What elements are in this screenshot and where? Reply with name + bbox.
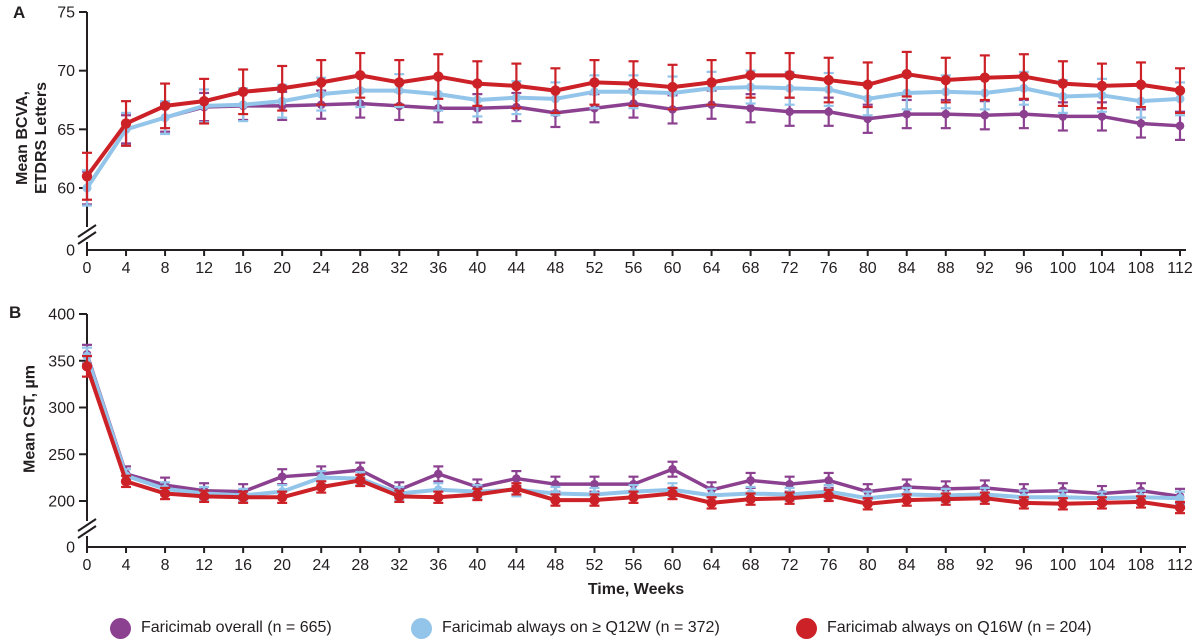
svg-text:60: 60 <box>664 557 682 574</box>
svg-text:72: 72 <box>781 260 799 277</box>
svg-text:56: 56 <box>625 557 643 574</box>
svg-text:20: 20 <box>273 260 291 277</box>
svg-text:76: 76 <box>820 260 838 277</box>
svg-text:56: 56 <box>625 260 643 277</box>
panel-b-y-axis-title-line1: Mean CST, µm <box>21 365 39 473</box>
svg-text:104: 104 <box>1089 557 1116 574</box>
svg-text:96: 96 <box>1015 260 1033 277</box>
svg-text:75: 75 <box>57 5 75 22</box>
svg-text:20: 20 <box>273 557 291 574</box>
svg-text:80: 80 <box>859 260 877 277</box>
svg-text:84: 84 <box>898 260 916 277</box>
svg-text:24: 24 <box>312 260 330 277</box>
svg-text:44: 44 <box>507 557 525 574</box>
svg-text:40: 40 <box>468 557 486 574</box>
svg-text:350: 350 <box>48 353 75 370</box>
svg-text:8: 8 <box>161 260 170 277</box>
svg-text:64: 64 <box>703 557 721 574</box>
svg-text:44: 44 <box>507 260 525 277</box>
svg-text:40: 40 <box>468 260 486 277</box>
panel-a-y-axis-title-line1: Mean BCVA, <box>14 91 31 185</box>
svg-text:100: 100 <box>1050 557 1077 574</box>
svg-text:52: 52 <box>586 557 604 574</box>
svg-text:16: 16 <box>234 260 252 277</box>
svg-text:104: 104 <box>1089 260 1116 277</box>
svg-text:400: 400 <box>48 307 75 324</box>
svg-text:112: 112 <box>1167 260 1193 277</box>
svg-text:112: 112 <box>1167 557 1193 574</box>
svg-text:52: 52 <box>586 260 604 277</box>
svg-text:68: 68 <box>742 557 760 574</box>
svg-text:200: 200 <box>48 494 75 511</box>
panel-a-label: A <box>13 3 26 22</box>
panel-b-label: B <box>9 303 22 322</box>
panel-a-y-axis-title-line2: ETDRS Letters <box>33 81 50 195</box>
svg-text:12: 12 <box>195 557 213 574</box>
svg-text:0: 0 <box>83 260 92 277</box>
svg-text:0: 0 <box>66 243 75 260</box>
svg-text:60: 60 <box>664 260 682 277</box>
svg-text:92: 92 <box>976 260 994 277</box>
svg-text:96: 96 <box>1015 557 1033 574</box>
svg-text:88: 88 <box>937 557 955 574</box>
svg-text:36: 36 <box>429 557 447 574</box>
svg-text:68: 68 <box>742 260 760 277</box>
svg-text:48: 48 <box>547 260 565 277</box>
svg-text:300: 300 <box>48 400 75 417</box>
svg-text:70: 70 <box>57 63 75 80</box>
svg-text:24: 24 <box>312 557 330 574</box>
svg-text:250: 250 <box>48 447 75 464</box>
svg-text:32: 32 <box>390 260 408 277</box>
svg-text:48: 48 <box>547 557 565 574</box>
svg-text:80: 80 <box>859 557 877 574</box>
svg-text:0: 0 <box>66 540 75 557</box>
svg-text:16: 16 <box>234 557 252 574</box>
svg-text:72: 72 <box>781 557 799 574</box>
svg-text:12: 12 <box>195 260 213 277</box>
svg-text:108: 108 <box>1128 557 1155 574</box>
svg-text:4: 4 <box>122 260 131 277</box>
svg-text:60: 60 <box>57 180 75 197</box>
svg-text:32: 32 <box>390 557 408 574</box>
svg-text:36: 36 <box>429 260 447 277</box>
svg-text:28: 28 <box>351 260 369 277</box>
svg-text:108: 108 <box>1128 260 1155 277</box>
svg-text:92: 92 <box>976 557 994 574</box>
svg-text:4: 4 <box>122 557 131 574</box>
svg-text:28: 28 <box>351 557 369 574</box>
svg-text:65: 65 <box>57 122 75 139</box>
svg-text:76: 76 <box>820 557 838 574</box>
svg-text:8: 8 <box>161 557 170 574</box>
svg-text:100: 100 <box>1050 260 1077 277</box>
svg-text:0: 0 <box>83 557 92 574</box>
svg-text:88: 88 <box>937 260 955 277</box>
x-axis-title: Time, Weeks <box>587 581 685 598</box>
svg-text:64: 64 <box>703 260 721 277</box>
svg-text:84: 84 <box>898 557 916 574</box>
